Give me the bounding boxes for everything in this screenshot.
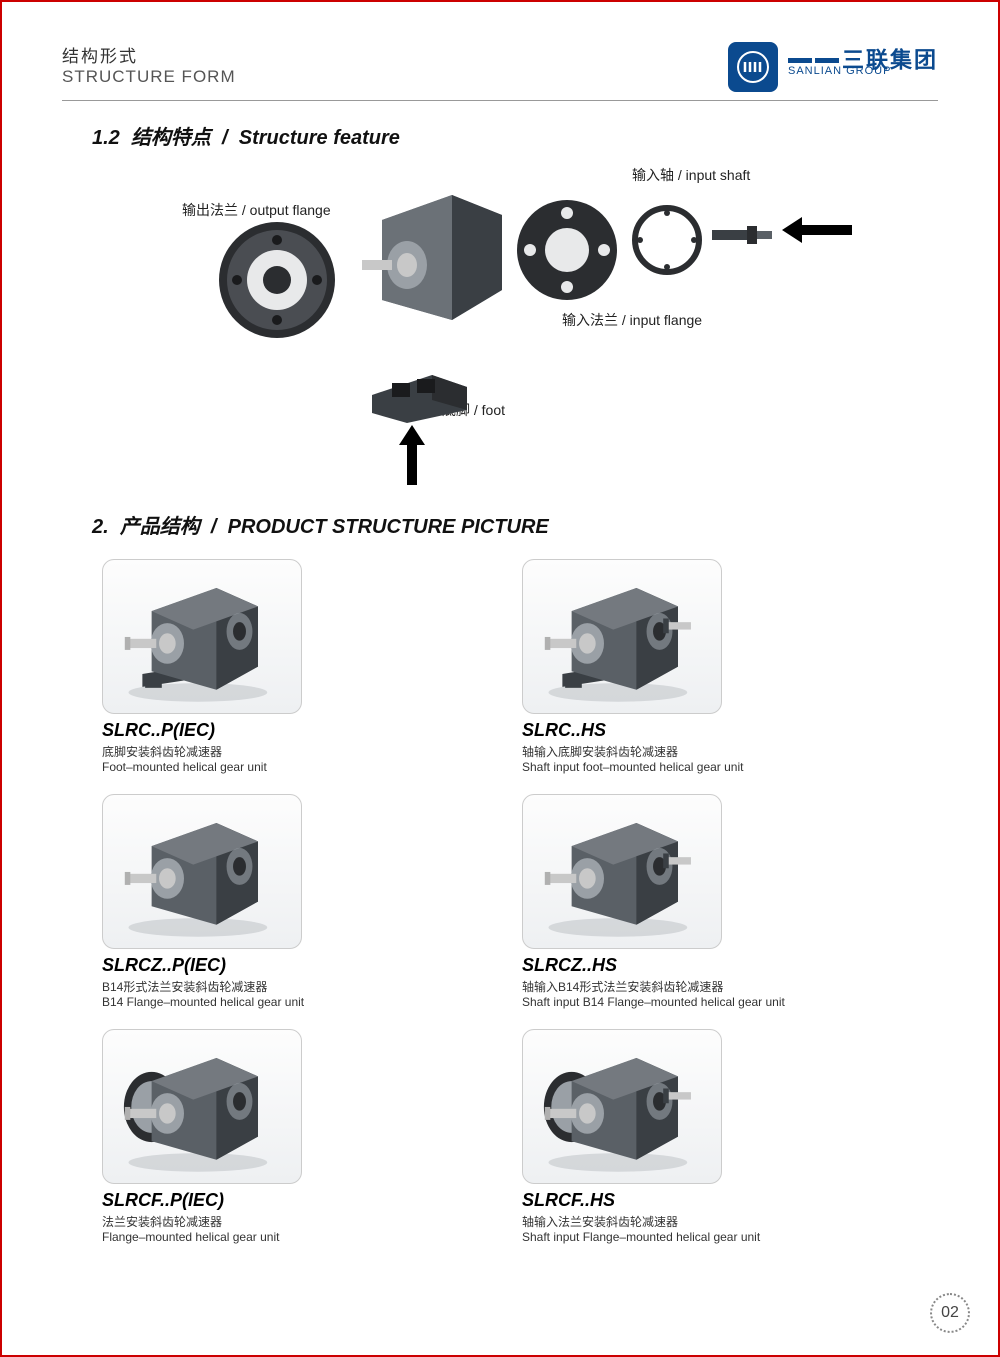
section2-number: 2. (92, 516, 109, 538)
product-card: SLRC..HS 轴输入底脚安装斜齿轮减速器 Shaft input foot–… (522, 559, 822, 774)
retaining-ring-icon (632, 205, 702, 275)
product-thumbnail (102, 1029, 302, 1184)
gear-ring-icon (930, 1293, 970, 1333)
logo-text: 三联集团 SANLIAN GROUP (788, 58, 938, 77)
page-number-badge: 02 (930, 1293, 970, 1333)
product-thumbnail (102, 559, 302, 714)
logo-mark-icon (728, 42, 778, 92)
section1-title: 1.2 结构特点 / Structure feature (92, 121, 938, 150)
header-title-cn: 结构形式 (62, 42, 236, 67)
arrow-up-icon (397, 425, 427, 485)
product-desc-en: Shaft input B14 Flange–mounted helical g… (522, 995, 822, 1009)
product-desc-cn: 轴输入法兰安装斜齿轮减速器 (522, 1213, 822, 1230)
product-model: SLRC..P(IEC) (102, 720, 402, 741)
section1-title-cn: 结构特点 (131, 127, 211, 149)
section2-title-cn: 产品结构 (120, 516, 200, 538)
arrow-left-icon (782, 215, 852, 245)
product-grid: SLRC..P(IEC) 底脚安装斜齿轮减速器 Foot–mounted hel… (102, 559, 898, 1244)
product-desc-en: Shaft input Flange–mounted helical gear … (522, 1230, 822, 1244)
product-thumbnail (102, 794, 302, 949)
input-shaft-icon (712, 220, 772, 250)
company-logo: 三联集团 SANLIAN GROUP (728, 42, 938, 92)
header-title-en: STRUCTURE FORM (62, 67, 236, 87)
product-row: SLRC..P(IEC) 底脚安装斜齿轮减速器 Foot–mounted hel… (102, 559, 898, 774)
section2-title: 2. 产品结构 / PRODUCT STRUCTURE PICTURE (92, 510, 938, 539)
product-desc-en: Foot–mounted helical gear unit (102, 760, 402, 774)
input-flange-icon (512, 195, 622, 305)
product-desc-cn: 轴输入底脚安装斜齿轮减速器 (522, 743, 822, 760)
page-header: 结构形式 STRUCTURE FORM 三联集团 SANLIAN GROUP (62, 42, 938, 101)
product-desc-en: Shaft input foot–mounted helical gear un… (522, 760, 822, 774)
product-card: SLRCF..HS 轴输入法兰安装斜齿轮减速器 Shaft input Flan… (522, 1029, 822, 1244)
product-model: SLRCZ..HS (522, 955, 822, 976)
output-flange-icon (212, 215, 342, 345)
product-thumbnail (522, 559, 722, 714)
product-model: SLRC..HS (522, 720, 822, 741)
structure-feature-diagram: 输出法兰 / output flange 输入轴 / input shaft 输… (102, 170, 898, 490)
product-model: SLRCZ..P(IEC) (102, 955, 402, 976)
product-desc-cn: 法兰安装斜齿轮减速器 (102, 1213, 402, 1230)
product-desc-cn: 轴输入B14形式法兰安装斜齿轮减速器 (522, 978, 822, 995)
header-title-block: 结构形式 STRUCTURE FORM (62, 42, 236, 87)
product-card: SLRC..P(IEC) 底脚安装斜齿轮减速器 Foot–mounted hel… (102, 559, 402, 774)
label-input-flange: 输入法兰 / input flange (562, 310, 702, 330)
product-card: SLRCF..P(IEC) 法兰安装斜齿轮减速器 Flange–mounted … (102, 1029, 402, 1244)
product-desc-en: Flange–mounted helical gear unit (102, 1230, 402, 1244)
product-desc-cn: B14形式法兰安装斜齿轮减速器 (102, 978, 402, 995)
section1-number: 1.2 (92, 127, 120, 149)
product-thumbnail (522, 1029, 722, 1184)
product-thumbnail (522, 794, 722, 949)
gearbox-body-icon (352, 180, 512, 340)
product-model: SLRCF..P(IEC) (102, 1190, 402, 1211)
product-card: SLRCZ..P(IEC) B14形式法兰安装斜齿轮减速器 B14 Flange… (102, 794, 402, 1009)
page: 结构形式 STRUCTURE FORM 三联集团 SANLIAN GROUP 1… (0, 0, 1000, 1357)
product-row: SLRCF..P(IEC) 法兰安装斜齿轮减速器 Flange–mounted … (102, 1029, 898, 1244)
foot-mount-icon (362, 355, 472, 425)
product-row: SLRCZ..P(IEC) B14形式法兰安装斜齿轮减速器 B14 Flange… (102, 794, 898, 1009)
section1-title-en: Structure feature (239, 127, 400, 149)
product-desc-cn: 底脚安装斜齿轮减速器 (102, 743, 402, 760)
label-input-shaft: 输入轴 / input shaft (632, 165, 750, 185)
product-model: SLRCF..HS (522, 1190, 822, 1211)
section2-title-en: PRODUCT STRUCTURE PICTURE (228, 516, 549, 538)
product-card: SLRCZ..HS 轴输入B14形式法兰安装斜齿轮减速器 Shaft input… (522, 794, 822, 1009)
logo-bars: 三联集团 (788, 58, 938, 63)
product-desc-en: B14 Flange–mounted helical gear unit (102, 995, 402, 1009)
